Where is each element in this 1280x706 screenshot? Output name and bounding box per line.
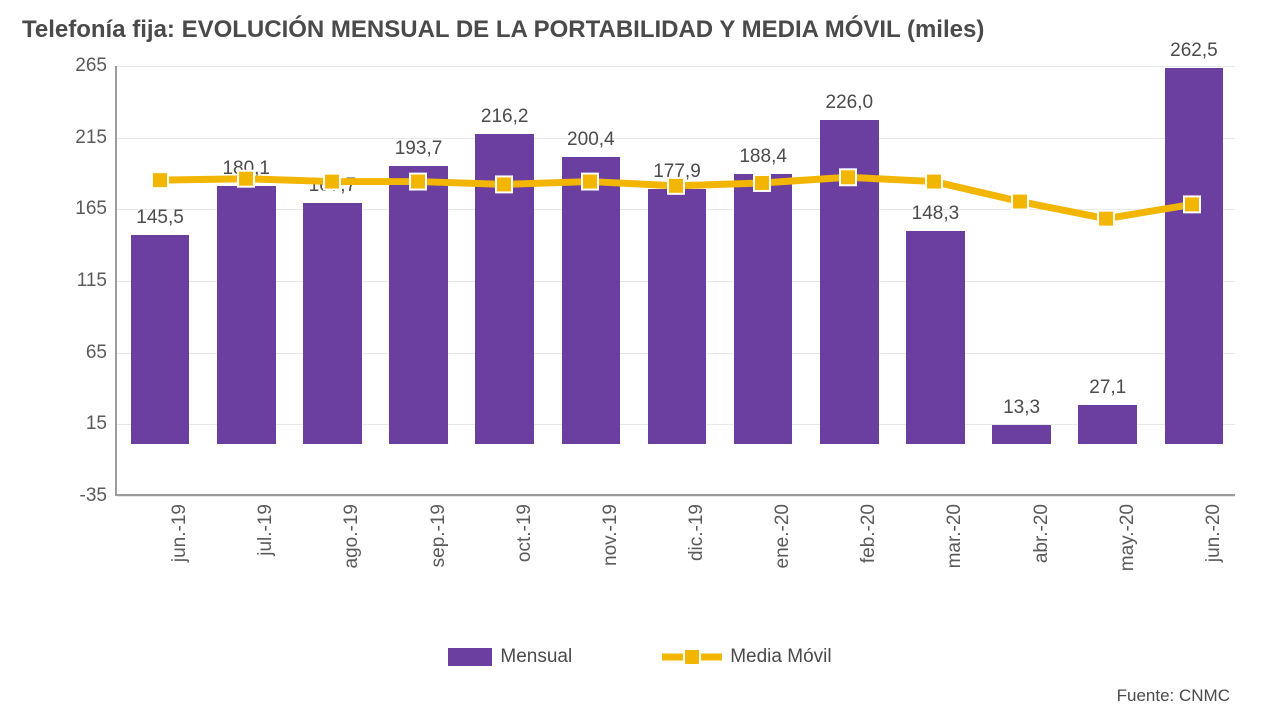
y-tick-label: 65: [86, 342, 117, 364]
line-marker: [324, 174, 340, 190]
x-tick-label: jul.-19: [255, 504, 277, 556]
legend-label-bars: Mensual: [500, 646, 572, 668]
x-tick-label: ene.-20: [772, 504, 794, 568]
line-marker: [1184, 196, 1200, 212]
x-tick-label: feb.-20: [858, 504, 880, 563]
legend-item-bars: Mensual: [448, 646, 572, 668]
y-tick-label: 215: [75, 127, 117, 149]
legend-swatch-line: [662, 648, 722, 666]
x-tick-label: sep.-19: [428, 504, 450, 567]
x-tick-label: jun.-19: [169, 504, 191, 562]
line-marker: [754, 175, 770, 191]
x-tick-label: may.-20: [1117, 504, 1139, 571]
gridline: [117, 496, 1235, 497]
x-tick-label: nov.-19: [600, 504, 622, 566]
x-tick-label: ago.-19: [341, 504, 363, 568]
x-tick-label: oct.-19: [514, 504, 536, 562]
line-marker: [840, 169, 856, 185]
line-marker: [668, 178, 684, 194]
chart-area: 145,5180,1167,7193,7216,2200,4177,9188,4…: [20, 56, 1260, 556]
x-tick-label: mar.-20: [944, 504, 966, 568]
legend-swatch-bar: [448, 648, 492, 666]
chart-title: Telefonía fija: EVOLUCIÓN MENSUAL DE LA …: [22, 16, 1260, 44]
y-tick-label: 165: [75, 198, 117, 220]
line-marker: [238, 171, 254, 187]
legend-item-line: Media Móvil: [662, 646, 831, 668]
y-tick-label: -35: [80, 485, 117, 507]
line-marker: [410, 174, 426, 190]
legend: Mensual Media Móvil: [20, 646, 1260, 668]
line-marker: [496, 176, 512, 192]
line-marker: [1098, 211, 1114, 227]
plot-region: 145,5180,1167,7193,7216,2200,4177,9188,4…: [115, 66, 1235, 496]
x-tick-label: dic.-19: [686, 504, 708, 561]
y-tick-label: 265: [75, 55, 117, 77]
chart-page: Telefonía fija: EVOLUCIÓN MENSUAL DE LA …: [0, 0, 1280, 703]
x-tick-label: abr.-20: [1031, 504, 1053, 563]
y-tick-label: 115: [77, 270, 117, 292]
line-marker: [152, 172, 168, 188]
line-marker: [926, 174, 942, 190]
line-marker: [1012, 194, 1028, 210]
line-series: [117, 66, 1235, 494]
x-tick-label: jun.-20: [1203, 504, 1225, 562]
line-marker: [582, 174, 598, 190]
bar-value-label: 262,5: [1170, 40, 1218, 68]
y-tick-label: 15: [86, 413, 117, 435]
source-label: Fuente: CNMC: [20, 686, 1260, 706]
legend-label-line: Media Móvil: [730, 646, 831, 668]
